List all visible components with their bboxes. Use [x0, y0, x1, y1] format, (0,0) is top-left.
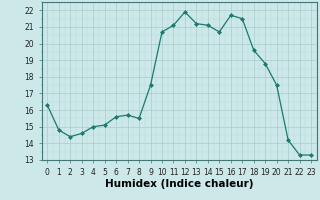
X-axis label: Humidex (Indice chaleur): Humidex (Indice chaleur) — [105, 179, 253, 189]
